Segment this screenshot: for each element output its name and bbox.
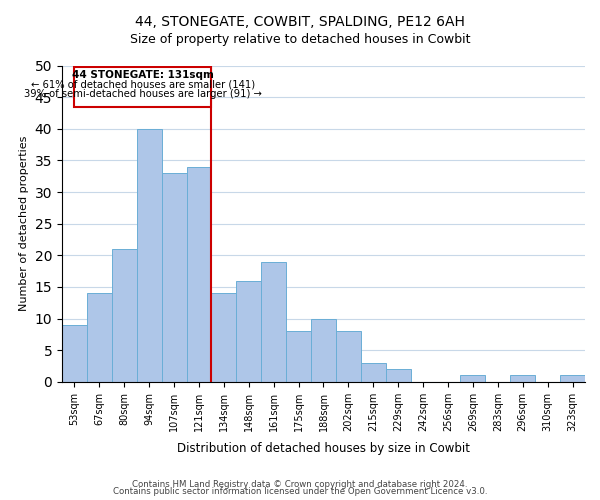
Bar — [361, 363, 386, 382]
Bar — [62, 325, 87, 382]
Bar — [187, 166, 211, 382]
Bar — [336, 331, 361, 382]
Y-axis label: Number of detached properties: Number of detached properties — [19, 136, 29, 312]
Bar — [211, 293, 236, 382]
Bar — [311, 318, 336, 382]
Text: Contains public sector information licensed under the Open Government Licence v3: Contains public sector information licen… — [113, 487, 487, 496]
Bar — [161, 173, 187, 382]
Bar — [460, 376, 485, 382]
Text: 39% of semi-detached houses are larger (91) →: 39% of semi-detached houses are larger (… — [24, 89, 262, 99]
Text: ← 61% of detached houses are smaller (141): ← 61% of detached houses are smaller (14… — [31, 80, 255, 90]
Bar — [560, 376, 585, 382]
Bar — [112, 249, 137, 382]
Text: Contains HM Land Registry data © Crown copyright and database right 2024.: Contains HM Land Registry data © Crown c… — [132, 480, 468, 489]
Bar — [286, 331, 311, 382]
X-axis label: Distribution of detached houses by size in Cowbit: Distribution of detached houses by size … — [177, 442, 470, 455]
Text: 44, STONEGATE, COWBIT, SPALDING, PE12 6AH: 44, STONEGATE, COWBIT, SPALDING, PE12 6A… — [135, 15, 465, 29]
Bar — [261, 262, 286, 382]
Bar — [87, 293, 112, 382]
Text: Size of property relative to detached houses in Cowbit: Size of property relative to detached ho… — [130, 32, 470, 46]
Bar — [510, 376, 535, 382]
Text: 44 STONEGATE: 131sqm: 44 STONEGATE: 131sqm — [72, 70, 214, 80]
Bar — [236, 280, 261, 382]
FancyBboxPatch shape — [74, 67, 211, 106]
Bar — [386, 369, 410, 382]
Bar — [137, 129, 161, 382]
